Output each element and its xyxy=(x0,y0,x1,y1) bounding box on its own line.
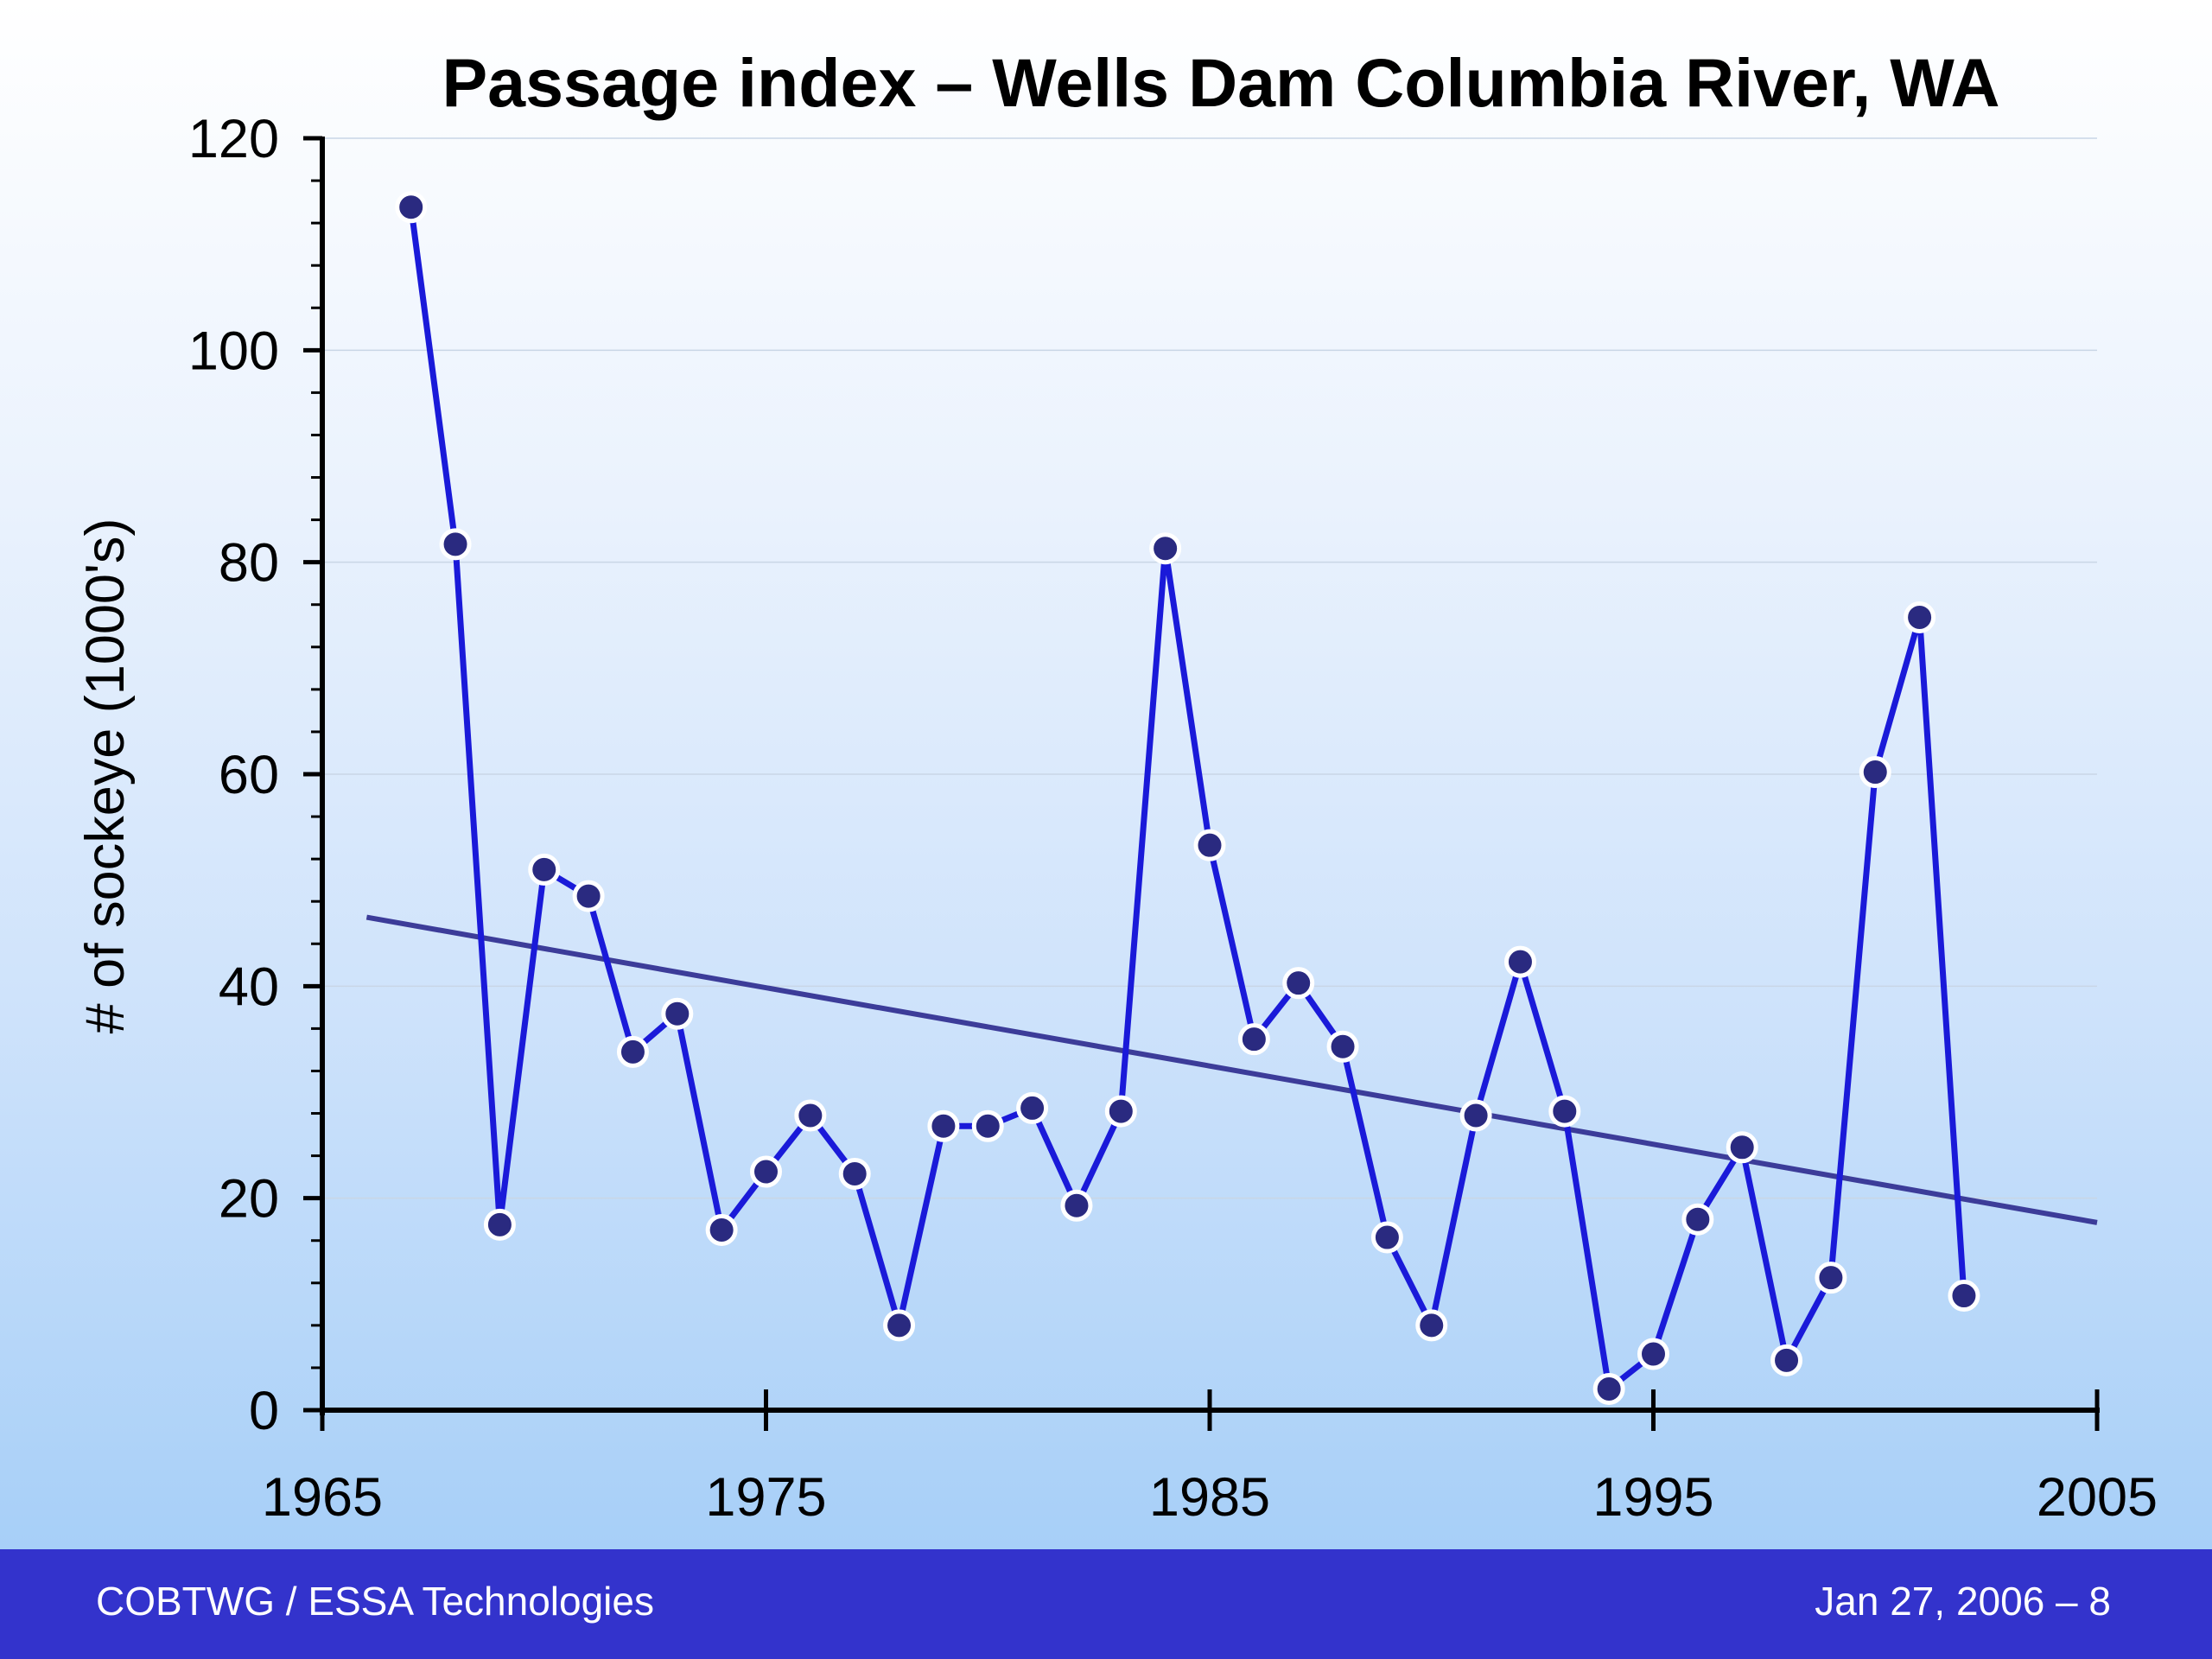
data-point xyxy=(1149,532,1182,565)
data-point xyxy=(1815,1262,1847,1294)
x-tick-label: 2005 xyxy=(2037,1467,2158,1528)
data-point xyxy=(705,1213,738,1246)
data-point xyxy=(883,1309,916,1342)
footer-date-page: Jan 27, 2006 – 8 xyxy=(1815,1579,2111,1624)
data-point xyxy=(1104,1095,1137,1128)
data-point xyxy=(1592,1372,1625,1405)
data-point xyxy=(1282,967,1315,1000)
data-point xyxy=(1859,756,1891,789)
data-point xyxy=(1370,1221,1403,1254)
footer-bar xyxy=(0,1549,2212,1659)
chart-title: Passage index – Wells Dam Columbia River… xyxy=(442,44,1999,121)
data-point xyxy=(971,1109,1004,1142)
series-line xyxy=(408,207,1967,1392)
data-point xyxy=(1548,1095,1581,1128)
x-tick-label: 1975 xyxy=(705,1467,826,1528)
data-point xyxy=(1193,829,1226,861)
trendline-group xyxy=(365,914,2098,1225)
gridlines xyxy=(322,137,2097,1199)
data-point xyxy=(1503,945,1536,978)
data-point xyxy=(794,1099,827,1132)
data-point xyxy=(1326,1030,1359,1063)
x-tick-label: 1965 xyxy=(262,1467,383,1528)
data-point xyxy=(1770,1344,1803,1376)
data-point xyxy=(1415,1309,1448,1342)
x-tick-label: 1995 xyxy=(1592,1467,1713,1528)
data-point xyxy=(616,1035,649,1068)
data-point xyxy=(1948,1280,1980,1313)
data-point xyxy=(483,1208,516,1241)
data-point xyxy=(838,1157,871,1190)
data-point xyxy=(1060,1189,1093,1222)
data-point xyxy=(661,997,694,1030)
data-point xyxy=(1681,1203,1714,1236)
data-point xyxy=(439,528,472,561)
data-point xyxy=(750,1155,782,1188)
data-point xyxy=(927,1109,960,1142)
y-tick-label: 40 xyxy=(219,957,279,1017)
data-point xyxy=(1459,1099,1492,1132)
series-group xyxy=(395,191,1980,1405)
y-tick-label: 0 xyxy=(249,1381,279,1441)
data-point xyxy=(1637,1338,1669,1370)
footer-credit: COBTWG / ESSA Technologies xyxy=(96,1579,654,1624)
y-tick-label: 20 xyxy=(219,1169,279,1230)
data-point xyxy=(1016,1091,1049,1124)
trendline xyxy=(365,914,2098,1225)
y-tick-label: 80 xyxy=(219,533,279,594)
data-point xyxy=(1237,1023,1270,1056)
data-point xyxy=(528,853,561,886)
y-tick-label: 100 xyxy=(188,321,279,381)
data-point xyxy=(1904,601,1936,633)
axes: 0 20 40 60 80 100 120 1965 1975 1985 1995 2005 xyxy=(188,109,2158,1528)
data-point xyxy=(1726,1131,1758,1164)
data-point xyxy=(395,191,428,224)
data-point xyxy=(572,880,605,912)
y-tick-label: 120 xyxy=(188,109,279,169)
y-axis-label: # of sockeye (1000's) xyxy=(75,518,136,1034)
x-tick-label: 1985 xyxy=(1149,1467,1270,1528)
y-tick-label: 60 xyxy=(219,745,279,805)
